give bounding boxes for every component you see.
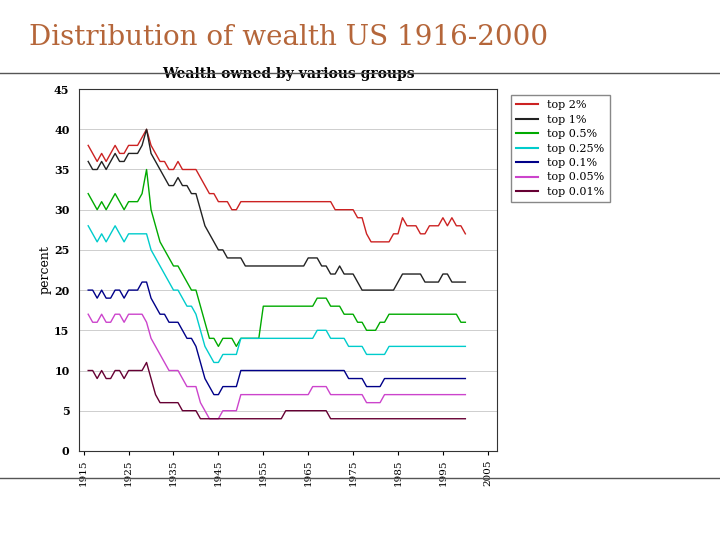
Text: 28: 28	[662, 501, 685, 518]
Text: Distribution of wealth US 1916-2000: Distribution of wealth US 1916-2000	[29, 24, 548, 51]
Text: Frank Cowell: EC426: Frank Cowell: EC426	[432, 503, 568, 516]
Text: 06 February 2012: 06 February 2012	[14, 503, 128, 516]
Y-axis label: percent: percent	[38, 246, 51, 294]
Title: Wealth owned by various groups: Wealth owned by various groups	[162, 67, 414, 81]
Legend: top 2%, top 1%, top 0.5%, top 0.25%, top 0.1%, top 0.05%, top 0.01%: top 2%, top 1%, top 0.5%, top 0.25%, top…	[510, 94, 610, 202]
